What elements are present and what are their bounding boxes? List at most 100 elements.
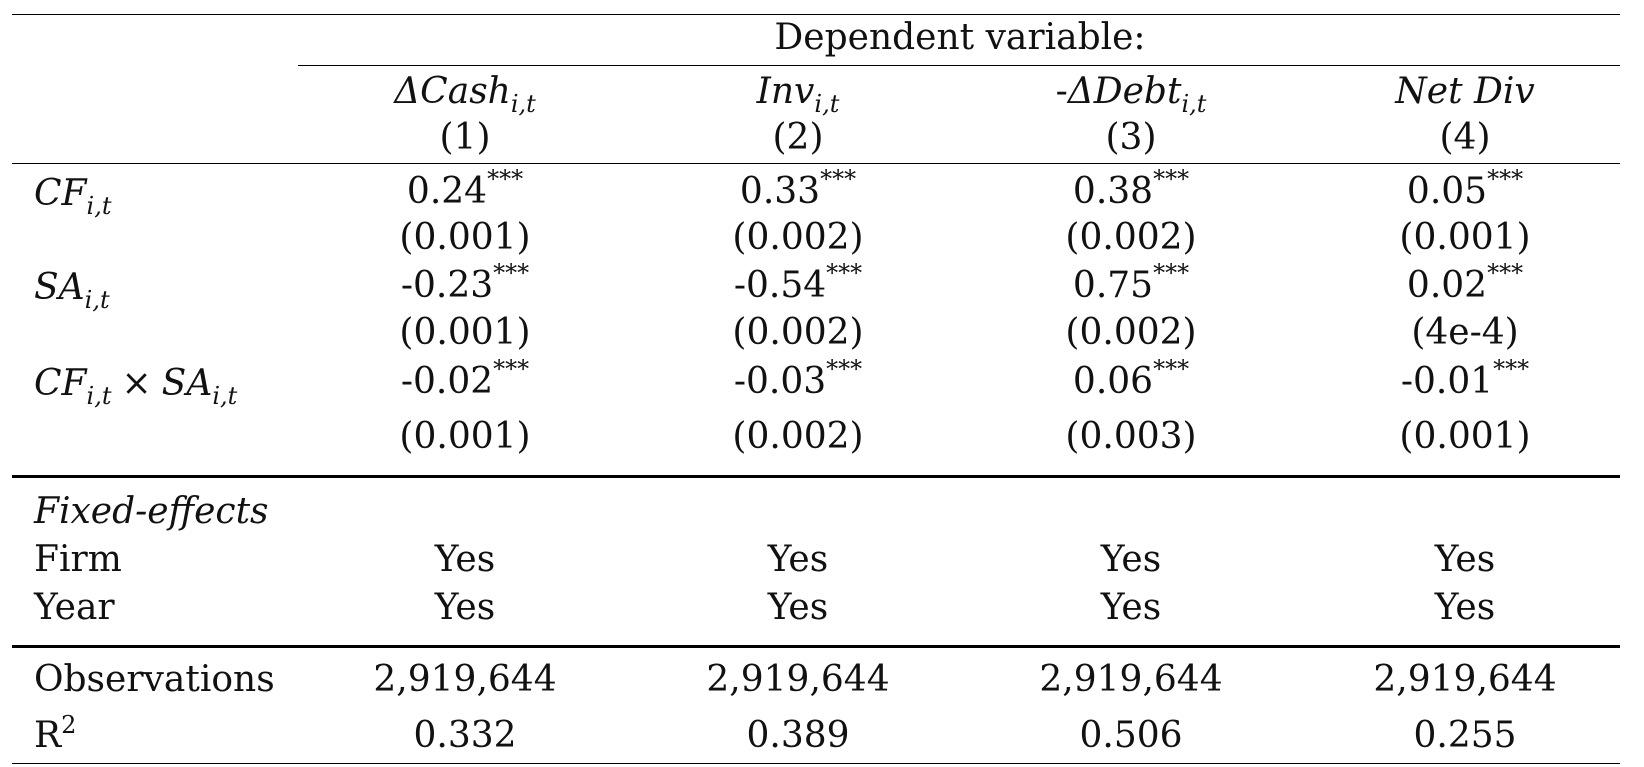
fixed-effects-heading: Fixed-effects xyxy=(34,491,269,532)
column-3-header: -ΔDebti,t xyxy=(1055,70,1207,116)
coef-value: -0.54 xyxy=(733,265,827,306)
coef-cfxsa-col1: -0.02*** xyxy=(400,355,529,407)
header-rule xyxy=(12,163,1620,164)
firm-fe-col4: Yes xyxy=(1434,539,1496,580)
row-label-sa-subscript: i,t xyxy=(212,382,238,410)
se-sa-col3: (0.002) xyxy=(1065,312,1197,353)
coef-value: -0.01 xyxy=(1400,361,1494,402)
column-1-number: (1) xyxy=(439,117,491,158)
coef-sa-col1: -0.23*** xyxy=(400,259,529,311)
significance-stars: *** xyxy=(820,165,857,193)
column-3-subscript: i,t xyxy=(1181,90,1207,118)
row-label-cf-base: CF xyxy=(34,363,87,404)
year-fe-col4: Yes xyxy=(1434,587,1496,628)
significance-stars: *** xyxy=(493,259,530,287)
column-1-subscript: i,t xyxy=(510,90,536,118)
times-symbol: × xyxy=(121,363,152,404)
row-label-firm: Firm xyxy=(34,539,122,580)
firm-fe-col3: Yes xyxy=(1100,539,1162,580)
observations-col2: 2,919,644 xyxy=(706,659,890,700)
significance-stars: *** xyxy=(1153,165,1190,193)
significance-stars: *** xyxy=(1487,165,1524,193)
coef-value: 0.06 xyxy=(1072,361,1154,402)
observations-col3: 2,919,644 xyxy=(1039,659,1223,700)
stats-rule xyxy=(12,645,1620,648)
r-squared-col1: 0.332 xyxy=(413,715,517,756)
column-3-number: (3) xyxy=(1105,117,1157,158)
significance-stars: *** xyxy=(1153,259,1190,287)
fixed-effects-rule xyxy=(12,475,1620,478)
significance-stars: *** xyxy=(493,355,530,383)
se-cf-col4: (0.001) xyxy=(1399,217,1531,258)
coef-value: -0.03 xyxy=(733,361,827,402)
column-3-prefix: - xyxy=(1055,71,1068,112)
row-label-cf: CFi,t xyxy=(34,172,111,218)
bottom-rule xyxy=(12,763,1620,764)
r-squared-col2: 0.389 xyxy=(746,715,850,756)
row-label-cf-base: CF xyxy=(34,173,87,214)
coef-cf-col3: 0.38*** xyxy=(1073,165,1189,217)
row-label-sa: SAi,t xyxy=(34,266,110,312)
se-cfxsa-col1: (0.001) xyxy=(399,416,531,457)
firm-fe-col1: Yes xyxy=(434,539,496,580)
column-2-variable: Inv xyxy=(756,71,815,112)
coef-cf-col2: 0.33*** xyxy=(739,165,856,217)
coef-cf-col4: 0.05*** xyxy=(1406,165,1523,217)
coef-value: 0.05 xyxy=(1406,171,1488,212)
se-cf-col1: (0.001) xyxy=(399,217,531,258)
coef-sa-col3: 0.75*** xyxy=(1072,259,1189,311)
dependent-variable-heading: Dependent variable: xyxy=(774,17,1146,58)
se-sa-col4: (4e-4) xyxy=(1411,312,1519,353)
significance-stars: *** xyxy=(1493,355,1530,383)
coef-cfxsa-col4: -0.01*** xyxy=(1400,355,1529,407)
column-1-variable: ΔCash xyxy=(394,71,511,112)
significance-stars: *** xyxy=(826,355,863,383)
row-label-r-squared: R2 xyxy=(34,711,77,758)
coef-cfxsa-col3: 0.06*** xyxy=(1072,355,1189,407)
se-cfxsa-col3: (0.003) xyxy=(1065,416,1197,457)
row-label-observations: Observations xyxy=(34,659,275,700)
column-2-subscript: i,t xyxy=(814,90,840,118)
row-label-sa-subscript: i,t xyxy=(84,286,110,314)
coef-value: 0.33 xyxy=(739,171,821,212)
se-cf-col3: (0.002) xyxy=(1065,217,1197,258)
se-cfxsa-col4: (0.001) xyxy=(1399,416,1531,457)
se-sa-col1: (0.001) xyxy=(399,312,531,353)
column-3-variable: ΔDebt xyxy=(1067,71,1182,112)
column-2-header: Invi,t xyxy=(756,70,840,116)
coef-cf-col1: 0.24*** xyxy=(406,165,523,217)
row-label-cf-subscript: i,t xyxy=(86,382,112,410)
significance-stars: *** xyxy=(1487,259,1524,287)
r-squared-exponent: 2 xyxy=(61,711,77,739)
r-squared-col3: 0.506 xyxy=(1079,715,1183,756)
coef-value: 0.24 xyxy=(406,171,488,212)
year-fe-col2: Yes xyxy=(767,587,829,628)
se-sa-col2: (0.002) xyxy=(732,312,864,353)
coef-cfxsa-col2: -0.03*** xyxy=(733,355,862,407)
row-label-sa-base: SA xyxy=(161,363,213,404)
year-fe-col1: Yes xyxy=(434,587,496,628)
coef-sa-col2: -0.54*** xyxy=(733,259,862,311)
coef-value: -0.02 xyxy=(400,361,494,402)
top-rule xyxy=(12,14,1620,15)
column-2-number: (2) xyxy=(772,117,824,158)
column-1-header: ΔCashi,t xyxy=(394,70,536,116)
row-label-year: Year xyxy=(34,587,115,628)
coef-value: 0.02 xyxy=(1406,265,1488,306)
r-squared-base: R xyxy=(34,715,62,756)
significance-stars: *** xyxy=(826,259,863,287)
observations-col4: 2,919,644 xyxy=(1373,659,1557,700)
coef-sa-col4: 0.02*** xyxy=(1406,259,1523,311)
significance-stars: *** xyxy=(1153,355,1190,383)
se-cf-col2: (0.002) xyxy=(732,217,864,258)
dependent-variable-rule xyxy=(298,65,1620,66)
column-4-header: Net Div xyxy=(1395,70,1534,114)
row-label-cf-x-sa: CFi,t × SAi,t xyxy=(34,362,237,408)
coef-value: -0.23 xyxy=(400,265,494,306)
year-fe-col3: Yes xyxy=(1100,587,1162,628)
firm-fe-col2: Yes xyxy=(767,539,829,580)
row-label-cf-subscript: i,t xyxy=(86,192,112,220)
significance-stars: *** xyxy=(487,165,524,193)
coef-value: 0.75 xyxy=(1072,265,1154,306)
se-cfxsa-col2: (0.002) xyxy=(732,416,864,457)
